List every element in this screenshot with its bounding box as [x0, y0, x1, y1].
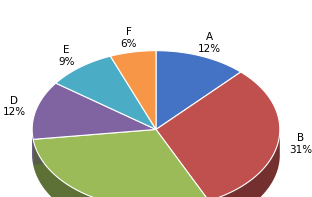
- Polygon shape: [56, 56, 156, 129]
- Text: B
31%: B 31%: [289, 133, 312, 155]
- Text: F
6%: F 6%: [120, 27, 137, 49]
- Polygon shape: [110, 51, 156, 129]
- Text: A
12%: A 12%: [198, 32, 221, 54]
- Polygon shape: [156, 129, 209, 197]
- Polygon shape: [33, 129, 156, 165]
- Text: D
12%: D 12%: [3, 96, 26, 117]
- Polygon shape: [33, 129, 156, 165]
- Polygon shape: [32, 130, 33, 165]
- Polygon shape: [156, 51, 241, 129]
- Polygon shape: [209, 131, 280, 197]
- Polygon shape: [33, 139, 209, 197]
- Polygon shape: [33, 129, 209, 197]
- Polygon shape: [156, 129, 209, 197]
- Text: E
9%: E 9%: [58, 45, 75, 67]
- Polygon shape: [156, 72, 280, 197]
- Polygon shape: [32, 83, 156, 139]
